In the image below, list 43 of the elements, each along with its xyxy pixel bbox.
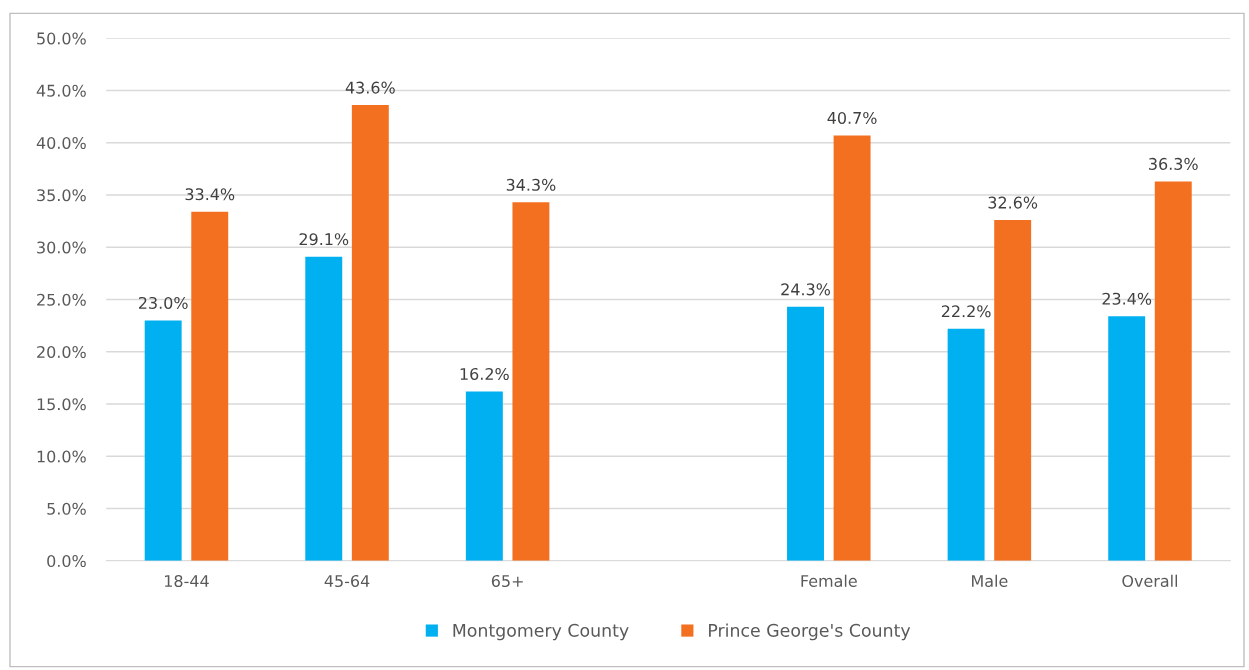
data-label: 29.1% [299,233,349,246]
bar [144,320,182,561]
data-label: 33.4% [185,188,235,201]
y-tick-label: 20.0% [37,345,86,359]
y-tick-label: 15.0% [37,398,86,411]
legend-label: Prince George's County [709,623,911,641]
bar [191,211,229,561]
x-tick-label: 45-64 [324,574,370,588]
data-label: 43.6% [345,81,395,94]
data-label: 36.3% [1149,157,1198,170]
y-tick-label: 10.0% [37,450,86,463]
data-label: 23.0% [138,296,188,309]
data-label: 34.3% [506,178,556,191]
x-tick-label: Overall [1122,574,1178,588]
data-label: 23.4% [1102,292,1152,305]
bar [833,135,871,561]
data-label: 16.2% [460,367,509,381]
y-tick-label: 45.0% [36,84,86,97]
data-label: 24.3% [781,283,830,296]
data-label: 40.7% [827,111,877,124]
data-label: 22.2% [941,305,991,318]
y-tick-label: 0.0% [47,555,86,568]
bar [947,328,985,561]
y-tick-label: 5.0% [47,502,86,515]
x-tick-label: 18-44 [165,574,209,588]
y-tick-label: 25.0% [37,293,86,306]
bar [512,202,550,561]
bar [305,256,343,561]
bar [1154,181,1192,561]
y-tick-label: 50.0% [37,32,86,45]
legend-label: Montgomery County [453,623,629,641]
bar [1108,316,1146,561]
y-tick-label: 35.0% [37,189,86,202]
bar [351,105,389,561]
y-tick-label: 30.0% [37,241,86,254]
x-tick-label: 65+ [491,574,523,588]
bar [994,220,1032,561]
x-tick-label: Female [801,574,857,588]
data-label: 32.6% [988,196,1038,209]
x-tick-label: Male [972,574,1008,588]
bar [787,306,824,561]
bar [465,391,503,561]
y-tick-label: 40.0% [36,136,86,150]
